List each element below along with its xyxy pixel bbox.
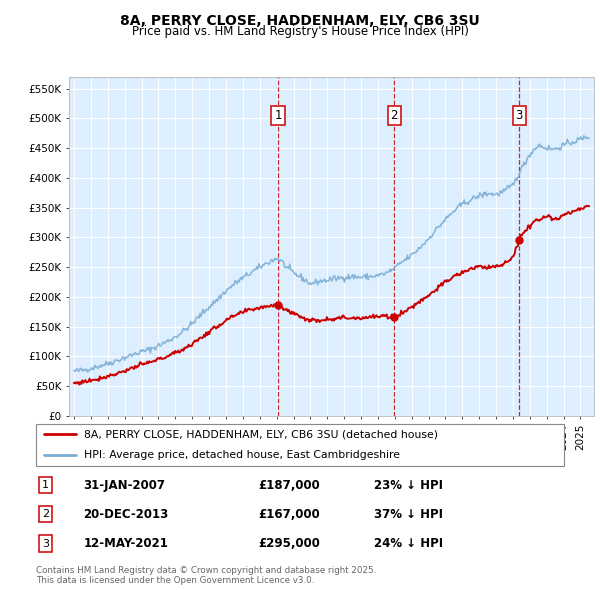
Text: 23% ↓ HPI: 23% ↓ HPI [374,478,443,491]
Text: 2: 2 [42,509,49,519]
Text: 37% ↓ HPI: 37% ↓ HPI [374,508,443,521]
Text: 20-DEC-2013: 20-DEC-2013 [83,508,169,521]
Text: Contains HM Land Registry data © Crown copyright and database right 2025.
This d: Contains HM Land Registry data © Crown c… [36,566,376,585]
Text: HPI: Average price, detached house, East Cambridgeshire: HPI: Average price, detached house, East… [83,451,400,460]
Text: 24% ↓ HPI: 24% ↓ HPI [374,537,443,550]
FancyBboxPatch shape [36,424,564,466]
Text: 1: 1 [42,480,49,490]
Text: 8A, PERRY CLOSE, HADDENHAM, ELY, CB6 3SU (detached house): 8A, PERRY CLOSE, HADDENHAM, ELY, CB6 3SU… [83,430,437,439]
Text: 1: 1 [274,109,282,122]
Text: 8A, PERRY CLOSE, HADDENHAM, ELY, CB6 3SU: 8A, PERRY CLOSE, HADDENHAM, ELY, CB6 3SU [120,14,480,28]
Text: 12-MAY-2021: 12-MAY-2021 [83,537,169,550]
Text: 3: 3 [515,109,523,122]
Text: £187,000: £187,000 [258,478,320,491]
Text: 31-JAN-2007: 31-JAN-2007 [83,478,166,491]
Text: Price paid vs. HM Land Registry's House Price Index (HPI): Price paid vs. HM Land Registry's House … [131,25,469,38]
Text: 2: 2 [391,109,398,122]
Text: 3: 3 [42,539,49,549]
Text: £295,000: £295,000 [258,537,320,550]
Text: £167,000: £167,000 [258,508,320,521]
